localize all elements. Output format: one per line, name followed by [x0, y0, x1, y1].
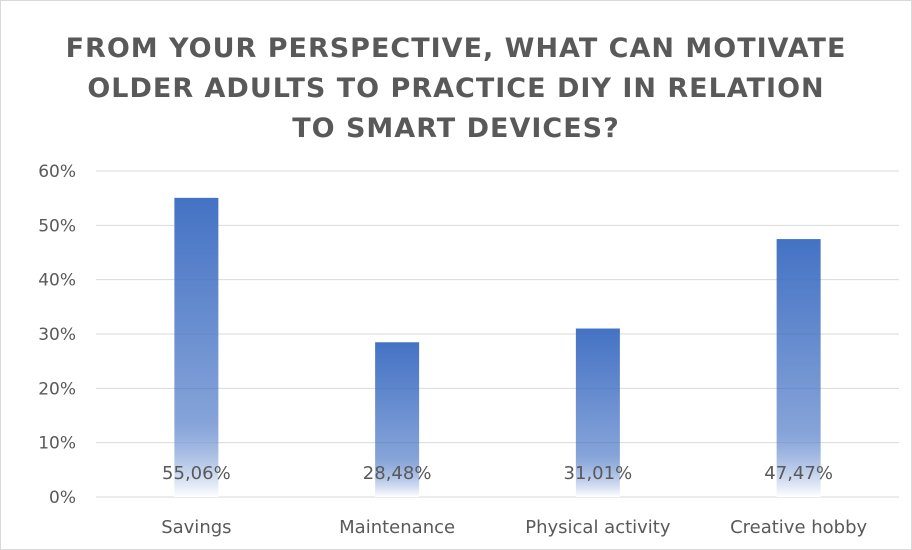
y-tick-label: 60%	[38, 162, 76, 182]
data-labels: 55,06% 28,48% 31,01% 47,47%	[162, 463, 833, 484]
chart-title: FROM YOUR PERSPECTIVE, WHAT CAN MOTIVATE…	[65, 33, 847, 144]
category-label: Creative hobby	[730, 517, 867, 538]
bars	[174, 197, 821, 498]
data-label: 28,48%	[363, 463, 432, 484]
y-tick-label: 0%	[49, 488, 76, 508]
y-tick-label: 50%	[38, 216, 76, 236]
bar	[375, 342, 420, 497]
data-label: 31,01%	[564, 463, 633, 484]
x-axis-category-labels: Savings Maintenance Physical activity Creat…	[161, 517, 867, 538]
bar	[575, 328, 620, 497]
y-tick-label: 20%	[38, 379, 76, 399]
bar	[174, 197, 219, 497]
gridlines	[96, 170, 899, 498]
category-label: Physical activity	[525, 517, 671, 538]
data-label: 55,06%	[162, 463, 231, 484]
category-label: Savings	[161, 517, 231, 538]
data-label: 47,47%	[764, 463, 833, 484]
y-axis-tick-labels: 0% 10% 20% 30% 40% 50% 60%	[38, 162, 76, 508]
bar	[776, 239, 821, 498]
category-label: Maintenance	[339, 517, 455, 538]
y-tick-label: 10%	[38, 434, 76, 454]
y-tick-label: 30%	[38, 325, 76, 345]
y-tick-label: 40%	[38, 271, 76, 291]
